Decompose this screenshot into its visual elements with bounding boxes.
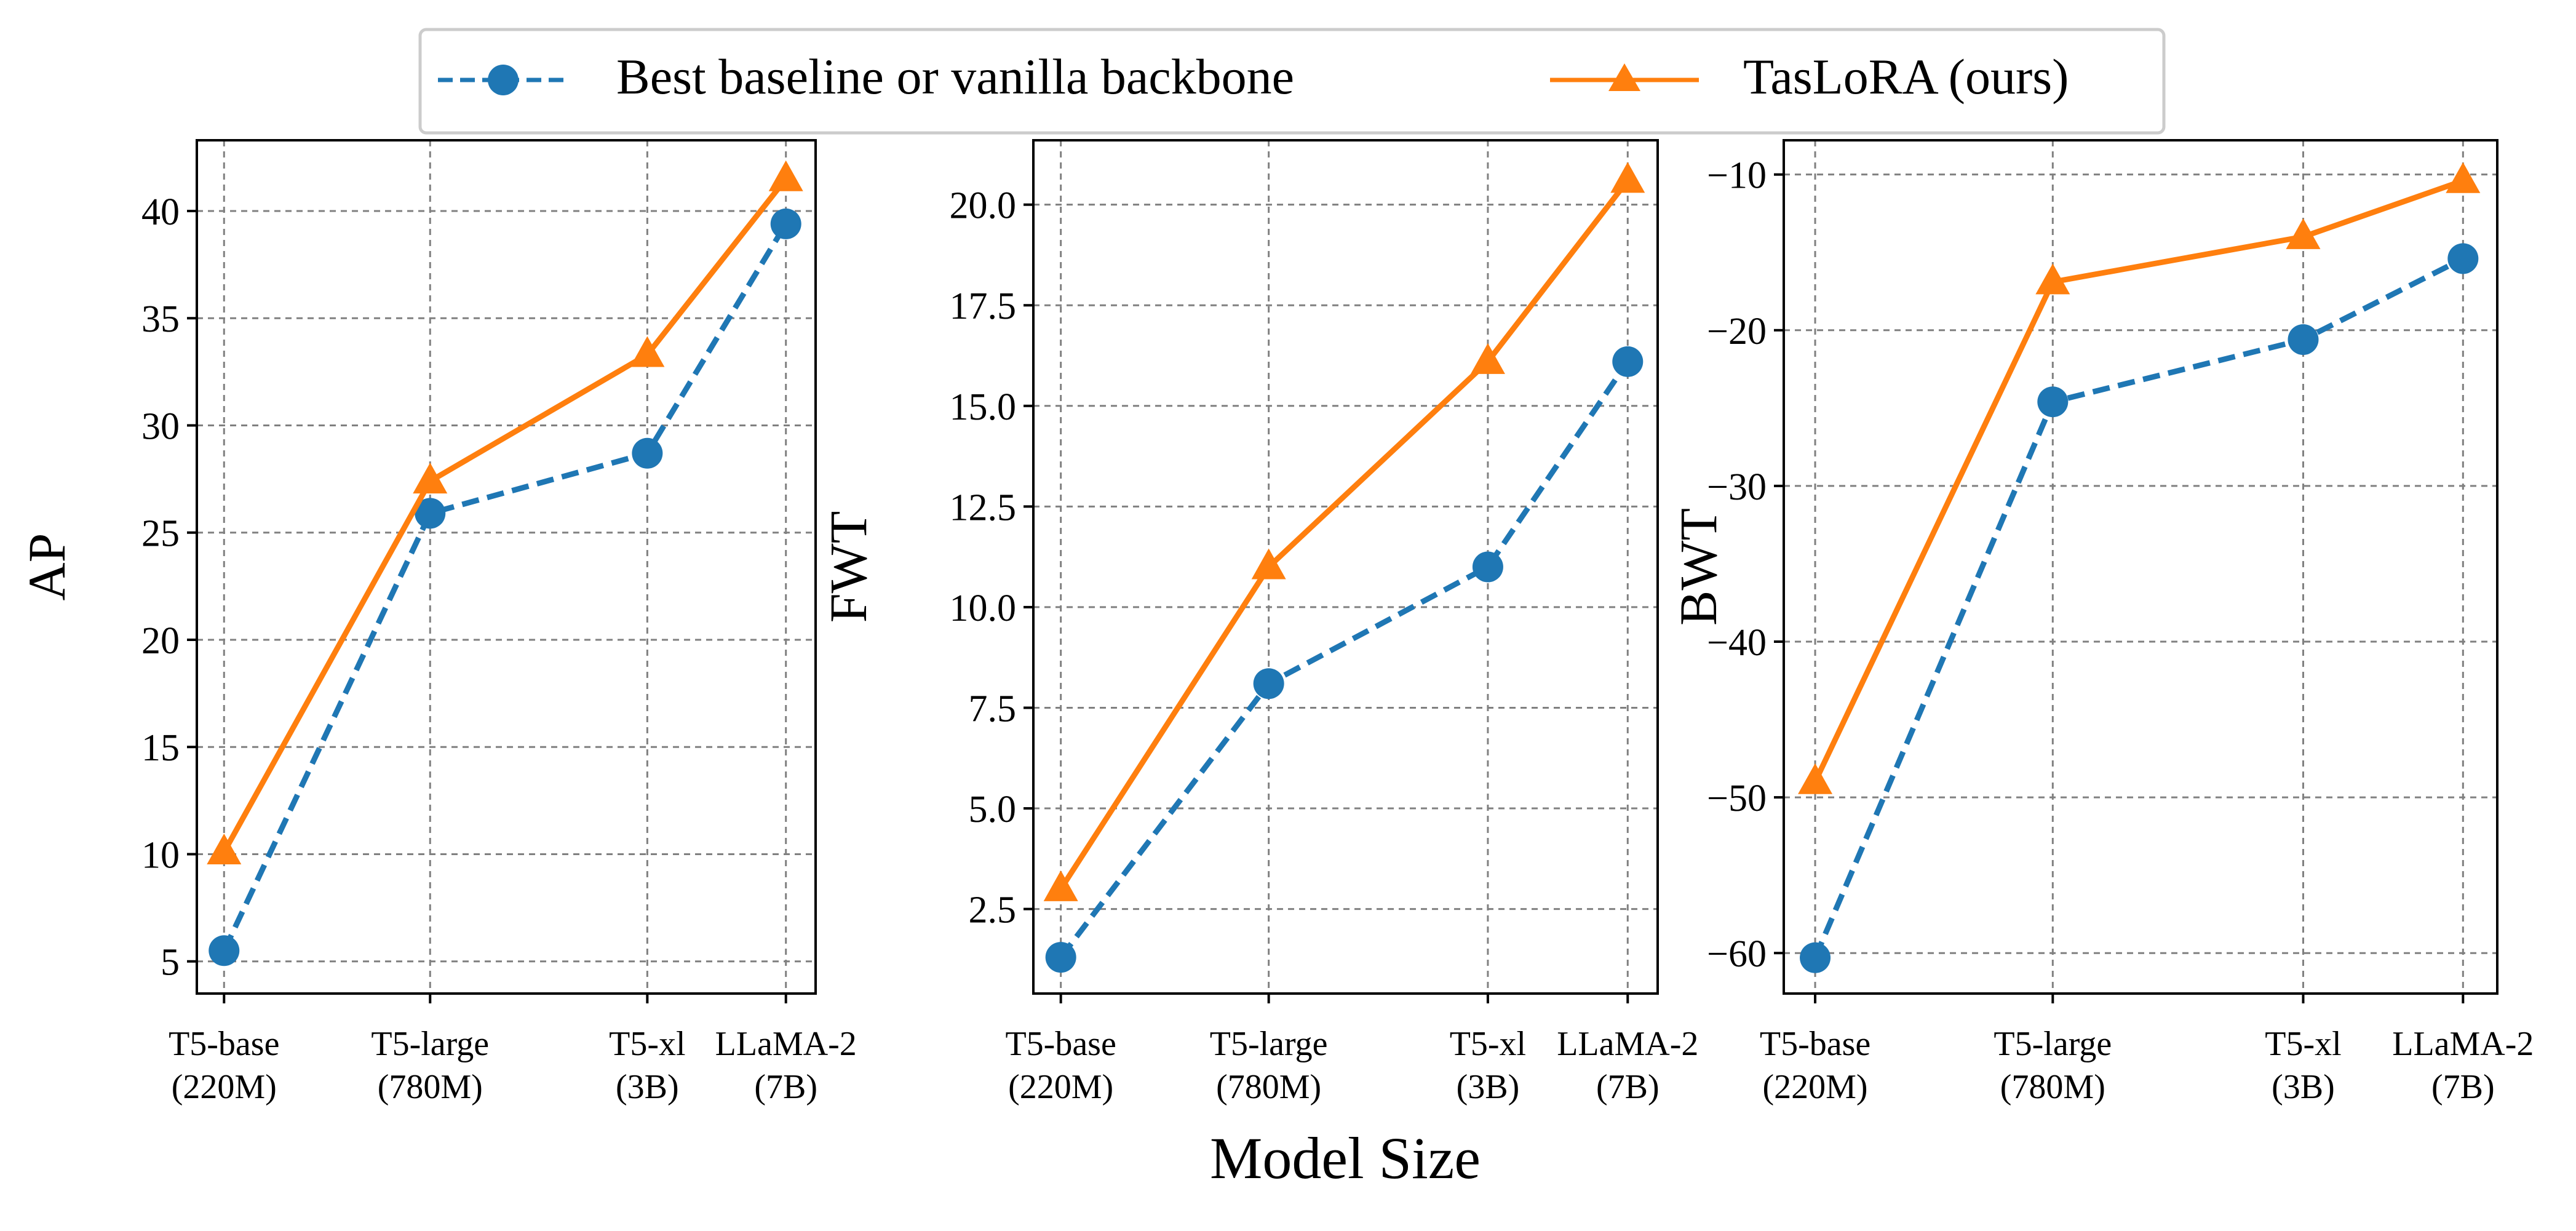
data-point-taslora [768, 160, 803, 191]
x-tick-sublabel: (3B) [616, 1068, 679, 1106]
subplot-bwt: −60 −50 −40 −30 −20 −10 T5-base (220M) T5-large (… [1669, 139, 2534, 1106]
y-tick-label: −40 [1707, 622, 1767, 664]
data-point-baseline [770, 208, 801, 239]
x-tick-sublabel: (7B) [2431, 1068, 2495, 1106]
x-tick-sublabel: (3B) [1457, 1068, 1520, 1106]
x-axis-label: Model Size [1210, 1125, 1481, 1191]
y-tick-label: 15 [141, 727, 180, 769]
x-tick-label: T5-large [1210, 1025, 1328, 1063]
data-point-taslora [2446, 162, 2481, 193]
x-tick-sublabel: (220M) [1762, 1068, 1867, 1106]
y-tick-label: 10 [141, 834, 180, 876]
axes-frame [1032, 139, 1659, 995]
y-tick-label: 40 [141, 191, 180, 233]
y-axis-label: BWT [1669, 508, 1728, 626]
subplot-fwt: 2.5 5.0 7.5 10.0 12.5 15.0 17.5 20.0 T5-base (220… [819, 139, 1698, 1106]
y-tick-label: 17.5 [950, 285, 1017, 327]
x-tick-sublabel: (220M) [1008, 1068, 1113, 1106]
x-tick-sublabel: (220M) [172, 1068, 277, 1106]
y-tick-label: −50 [1707, 778, 1767, 819]
x-tick-label: T5-base [1760, 1025, 1870, 1063]
legend-entry-baseline: Best baseline or vanilla backbone [438, 49, 1294, 105]
legend: Best baseline or vanilla backbone TasLoR… [418, 28, 2166, 135]
x-tick-label: T5-large [371, 1025, 489, 1063]
data-point-baseline [1472, 551, 1503, 583]
series-line-taslora [221, 177, 789, 854]
data-point-taslora [630, 336, 665, 367]
y-tick-label: 2.5 [969, 890, 1017, 931]
x-tick-label: T5-xl [2265, 1025, 2341, 1063]
y-tick-label: 20.0 [950, 185, 1017, 227]
data-point-taslora [1043, 870, 1078, 901]
legend-entry-taslora: TasLoRA (ours) [1550, 49, 2069, 105]
data-point-baseline [2447, 243, 2479, 274]
y-tick-label: 10.0 [950, 588, 1017, 629]
y-tick-label: −10 [1707, 155, 1767, 197]
data-point-baseline [1612, 346, 1644, 377]
x-tick-label: LLaMA-2 [1557, 1025, 1698, 1063]
x-tick-sublabel: (3B) [2272, 1068, 2335, 1106]
data-point-baseline [415, 498, 446, 529]
y-tick-label: 35 [141, 298, 180, 340]
y-tick-label: 7.5 [969, 688, 1017, 730]
data-point-taslora [1798, 763, 1833, 794]
y-tick-label: 12.5 [950, 487, 1017, 528]
legend-taslora-marker [1608, 63, 1640, 91]
data-point-baseline [2037, 386, 2069, 418]
y-axis-label: AP [17, 533, 76, 601]
y-tick-label: 5.0 [969, 789, 1017, 831]
legend-taslora-label: TasLoRA (ours) [1743, 49, 2069, 105]
y-tick-label: 5 [161, 942, 180, 984]
y-tick-label: −30 [1707, 466, 1767, 508]
data-point-taslora [1251, 548, 1286, 580]
series-line-baseline [221, 222, 789, 952]
data-point-baseline [2288, 324, 2319, 355]
data-point-taslora [1470, 343, 1505, 374]
x-tick-label: LLaMA-2 [715, 1025, 857, 1063]
series-line-baseline [1059, 360, 1631, 959]
data-point-baseline [1253, 668, 1284, 699]
axes-frame [1783, 139, 2498, 995]
data-point-taslora [1610, 162, 1645, 193]
legend-baseline-label: Best baseline or vanilla backbone [616, 49, 1294, 105]
x-tick-label: LLaMA-2 [2392, 1025, 2534, 1063]
data-point-baseline [1800, 942, 1831, 973]
x-tick-label: T5-base [1005, 1025, 1116, 1063]
x-tick-sublabel: (780M) [378, 1068, 483, 1106]
x-tick-label: T5-xl [609, 1025, 685, 1063]
x-tick-sublabel: (780M) [2000, 1068, 2105, 1106]
y-axis-label: FWT [819, 511, 878, 623]
data-point-taslora [2286, 218, 2321, 249]
y-tick-label: −20 [1707, 311, 1767, 353]
series-line-taslora [1058, 178, 1630, 891]
x-tick-label: T5-xl [1450, 1025, 1526, 1063]
legend-baseline-marker [488, 65, 519, 95]
series-line-taslora [1812, 178, 2464, 783]
y-tick-label: 30 [141, 405, 180, 447]
x-tick-sublabel: (7B) [754, 1068, 817, 1106]
y-tick-label: −60 [1707, 933, 1767, 975]
data-point-baseline [1045, 942, 1076, 973]
data-point-taslora [413, 463, 448, 494]
x-tick-label: T5-base [169, 1025, 279, 1063]
subplot-ap: 5 10 15 20 25 30 35 40 T5-base (220M) T5-large (780… [17, 139, 857, 1106]
y-tick-label: 25 [141, 513, 180, 555]
x-tick-sublabel: (780M) [1216, 1068, 1321, 1106]
data-point-taslora [207, 833, 242, 864]
legend-frame [418, 28, 2166, 135]
data-point-taslora [2035, 263, 2070, 295]
y-tick-label: 20 [141, 620, 180, 662]
data-point-baseline [209, 935, 240, 966]
x-tick-sublabel: (7B) [1596, 1068, 1660, 1106]
x-tick-label: T5-large [1994, 1025, 2112, 1063]
data-point-baseline [632, 437, 663, 469]
axes-frame [196, 139, 817, 995]
series-line-baseline [1812, 256, 2465, 959]
y-tick-label: 15.0 [950, 386, 1017, 428]
